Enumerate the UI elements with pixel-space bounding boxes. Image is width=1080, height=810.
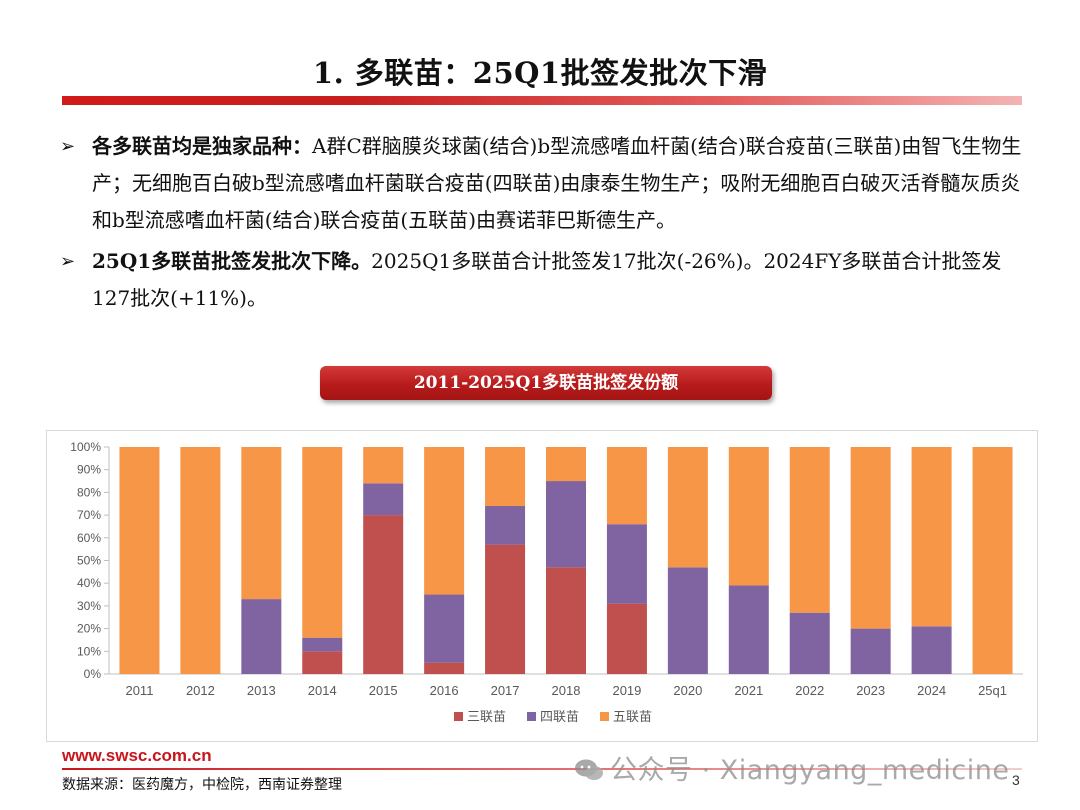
y-tick-label: 70% <box>77 508 101 522</box>
y-tick-label: 60% <box>77 531 101 545</box>
bar-segment <box>728 447 769 586</box>
y-tick-label: 40% <box>77 576 101 590</box>
bar-segment <box>728 585 769 674</box>
bar-segment <box>850 447 891 629</box>
watermark-text: 公众号 · Xiangyang_medicine <box>610 755 1010 786</box>
x-tick-label: 2011 <box>125 683 153 698</box>
bullet-lead: 25Q1多联苗批签发批次下降。 <box>92 249 372 273</box>
bullet-item: ➢ 各多联苗均是独家品种：A群C群脑膜炎球菌(结合)b型流感嗜血杆菌(结合)联合… <box>60 128 1030 239</box>
x-tick-label: 2019 <box>612 683 641 698</box>
bullet-item: ➢ 25Q1多联苗批签发批次下降。2025Q1多联苗合计批签发17批次(-26%… <box>60 243 1030 317</box>
bar-segment <box>485 447 526 507</box>
legend-swatch <box>600 712 609 721</box>
bar-segment <box>363 483 404 516</box>
bar-segment <box>424 447 465 595</box>
wechat-icon <box>575 759 603 780</box>
legend-label: 五联苗 <box>613 710 652 725</box>
x-tick-label: 25q1 <box>978 683 1007 698</box>
bar-segment <box>424 594 465 663</box>
x-tick-label: 2024 <box>917 683 946 698</box>
page-title: 1. 多联苗：25Q1批签发批次下滑 <box>312 56 768 90</box>
bar-segment <box>606 447 647 525</box>
bar-segment <box>911 626 952 674</box>
bar-segment <box>302 637 343 652</box>
arrow-bullet-icon: ➢ <box>60 251 76 272</box>
bar-segment <box>606 603 647 674</box>
legend-label: 四联苗 <box>540 710 579 725</box>
x-tick-label: 2017 <box>491 683 520 698</box>
bar-segment <box>789 447 830 613</box>
bar-segment <box>485 506 526 545</box>
bar-segment <box>546 567 586 674</box>
bar-segment <box>911 447 952 627</box>
legend-label: 三联苗 <box>467 710 506 725</box>
bullet-list: ➢ 各多联苗均是独家品种：A群C群脑膜炎球菌(结合)b型流感嗜血杆菌(结合)联合… <box>60 128 1030 321</box>
bar-segment <box>241 599 282 674</box>
y-tick-label: 30% <box>77 599 101 613</box>
x-tick-label: 2021 <box>734 683 763 698</box>
bar-segment <box>667 447 708 568</box>
x-tick-label: 2013 <box>247 683 276 698</box>
x-tick-label: 2022 <box>795 683 824 698</box>
x-tick-label: 2020 <box>673 683 702 698</box>
y-tick-label: 20% <box>77 622 101 636</box>
bar-segment <box>606 524 647 604</box>
y-tick-label: 90% <box>77 463 101 477</box>
bullet-text: 2025Q1多联苗合计批签发17批次(-26%)。2024FY多联苗合计批签发1… <box>92 249 1002 310</box>
y-tick-label: 0% <box>84 667 102 681</box>
bar-segment <box>241 447 282 600</box>
footer-url[interactable]: www.swsc.com.cn <box>62 746 212 765</box>
bar-segment <box>363 447 404 484</box>
legend-swatch <box>454 712 463 721</box>
bar-segment <box>667 567 708 674</box>
bar-segment <box>546 447 586 482</box>
legend-swatch <box>527 712 536 721</box>
bar-segment <box>485 544 526 674</box>
chart-frame: 0% 10% 20% 30% 40% 50% 60% 70% 80% 90% 100% 2011 201… <box>46 430 1038 742</box>
x-tick-label: 2023 <box>856 683 885 698</box>
bar-segment <box>789 612 830 674</box>
y-tick-label: 80% <box>77 485 101 499</box>
x-tick-label: 2016 <box>430 683 459 698</box>
bar-segment <box>302 447 343 638</box>
watermark: 公众号 · Xiangyang_medicine <box>574 748 1009 787</box>
bar-segment <box>180 447 221 674</box>
bullet-text: A群C群脑膜炎球菌(结合)b型流感嗜血杆菌(结合)联合疫苗(三联苗)由智飞生物生… <box>92 134 1022 232</box>
bar-segment <box>302 651 343 674</box>
y-tick-label: 10% <box>77 644 101 658</box>
bar-segment <box>546 481 586 568</box>
x-tick-label: 2018 <box>552 683 581 698</box>
title-underline-bar <box>62 96 1022 105</box>
x-tick-label: 2012 <box>186 683 215 698</box>
data-source-note: 数据来源：医药魔方，中检院，西南证券整理 <box>62 777 342 793</box>
footer-divider <box>62 768 1022 770</box>
bullet-lead: 各多联苗均是独家品种： <box>92 134 312 158</box>
x-tick-label: 2014 <box>308 683 337 698</box>
bar-segment <box>363 515 404 674</box>
arrow-bullet-icon: ➢ <box>60 136 76 157</box>
x-tick-label: 2015 <box>369 683 398 698</box>
page-number: 3 <box>1012 772 1020 788</box>
bar-segment <box>972 447 1013 674</box>
y-tick-label: 50% <box>77 554 101 568</box>
bar-segment <box>119 447 160 674</box>
chart-title-banner: 2011-2025Q1多联苗批签发份额 <box>320 366 772 400</box>
bar-segment <box>424 662 465 674</box>
stacked-bar-chart: 0% 10% 20% 30% 40% 50% 60% 70% 80% 90% 100% 2011 201… <box>70 440 1023 725</box>
bar-segment <box>850 628 891 674</box>
y-tick-label: 100% <box>70 440 101 454</box>
